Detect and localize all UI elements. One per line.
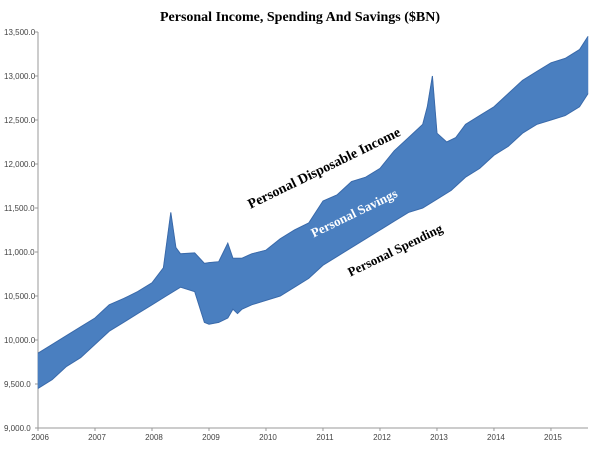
x-tick-label: 2007: [88, 433, 106, 442]
y-tick-label: 10,500.0: [4, 292, 36, 301]
x-tick-label: 2014: [487, 433, 505, 442]
y-tick-label: 12,500.0: [4, 116, 36, 125]
series-line-spending: [37, 93, 589, 389]
y-tick-label: 11,000.0: [4, 248, 35, 257]
y-tick-label: 10,000.0: [4, 336, 36, 345]
x-tick-label: 2009: [202, 433, 220, 442]
savings-band: [37, 35, 589, 389]
x-tick-label: 2013: [430, 433, 448, 442]
plot-area: [37, 35, 589, 389]
x-tick-label: 2012: [373, 433, 391, 442]
y-tick-label: 13,000.0: [4, 72, 36, 81]
y-tick-label: 9,000.0: [4, 424, 31, 433]
x-tick-label: 2006: [31, 433, 49, 442]
x-tick-label: 2008: [145, 433, 163, 442]
chart-title: Personal Income, Spending And Savings ($…: [160, 10, 440, 25]
series-line-income: [37, 36, 589, 354]
y-axis: 9,000.0 9,500.0 10,000.0 10,500.0 11,000.0 11…: [4, 28, 39, 433]
x-tick-label: 2015: [544, 433, 562, 442]
y-tick-label: 11,500.0: [4, 204, 35, 213]
x-axis: 2006 2007 2008 2009 2010 2011 2012 2013 2014 2015: [31, 427, 588, 442]
y-tick-label: 9,500.0: [4, 380, 31, 389]
x-tick-label: 2011: [316, 433, 334, 442]
y-tick-label: 12,000.0: [4, 160, 36, 169]
y-tick-label: 13,500.0: [4, 28, 36, 37]
x-tick-label: 2010: [259, 433, 277, 442]
